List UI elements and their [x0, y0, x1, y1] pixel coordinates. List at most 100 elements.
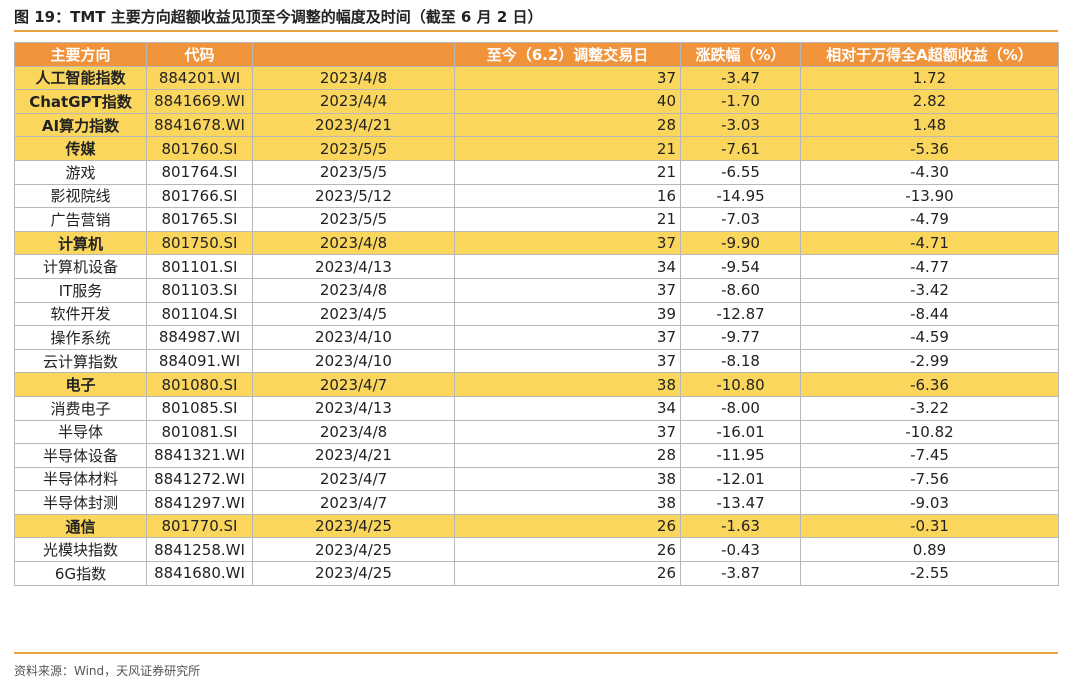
data-table: 主要方向 代码 至今（6.2）调整交易日 涨跌幅（%） 相对于万得全A超额收益（… [14, 42, 1059, 586]
cell-date: 2023/4/7 [253, 491, 455, 515]
cell-change: -16.01 [681, 420, 801, 444]
cell-trading-days: 34 [455, 255, 681, 279]
header-date [253, 43, 455, 67]
cell-change: -3.47 [681, 66, 801, 90]
cell-code: 801080.SI [147, 373, 253, 397]
cell-change: -7.61 [681, 137, 801, 161]
cell-direction: 软件开发 [15, 302, 147, 326]
table-body: 人工智能指数 884201.WI 2023/4/8 37 -3.47 1.72 ChatGP… [15, 66, 1059, 585]
cell-direction: 人工智能指数 [15, 66, 147, 90]
cell-trading-days: 16 [455, 184, 681, 208]
cell-change: -12.87 [681, 302, 801, 326]
cell-direction: 计算机 [15, 231, 147, 255]
cell-date: 2023/5/5 [253, 137, 455, 161]
cell-code: 801085.SI [147, 396, 253, 420]
cell-change: -0.43 [681, 538, 801, 562]
cell-code: 801103.SI [147, 278, 253, 302]
cell-code: 801766.SI [147, 184, 253, 208]
cell-excess-return: -6.36 [801, 373, 1059, 397]
cell-excess-return: -5.36 [801, 137, 1059, 161]
cell-trading-days: 39 [455, 302, 681, 326]
cell-code: 884987.WI [147, 326, 253, 350]
cell-change: -3.03 [681, 113, 801, 137]
cell-change: -11.95 [681, 444, 801, 468]
cell-trading-days: 28 [455, 444, 681, 468]
cell-date: 2023/4/13 [253, 396, 455, 420]
cell-direction: 6G指数 [15, 562, 147, 586]
cell-code: 801770.SI [147, 514, 253, 538]
cell-change: -9.77 [681, 326, 801, 350]
cell-code: 801750.SI [147, 231, 253, 255]
cell-excess-return: -3.42 [801, 278, 1059, 302]
cell-excess-return: -7.56 [801, 467, 1059, 491]
cell-date: 2023/4/25 [253, 538, 455, 562]
table-row: 软件开发 801104.SI 2023/4/5 39 -12.87 -8.44 [15, 302, 1059, 326]
table-row: IT服务 801103.SI 2023/4/8 37 -8.60 -3.42 [15, 278, 1059, 302]
table-row: 操作系统 884987.WI 2023/4/10 37 -9.77 -4.59 [15, 326, 1059, 350]
cell-direction: 半导体设备 [15, 444, 147, 468]
cell-code: 801101.SI [147, 255, 253, 279]
cell-direction: 半导体 [15, 420, 147, 444]
cell-direction: 云计算指数 [15, 349, 147, 373]
cell-excess-return: -2.55 [801, 562, 1059, 586]
cell-date: 2023/4/8 [253, 278, 455, 302]
table-row: 广告营销 801765.SI 2023/5/5 21 -7.03 -4.79 [15, 208, 1059, 232]
table-header-row: 主要方向 代码 至今（6.2）调整交易日 涨跌幅（%） 相对于万得全A超额收益（… [15, 43, 1059, 67]
table-row: 半导体材料 8841272.WI 2023/4/7 38 -12.01 -7.56 [15, 467, 1059, 491]
cell-date: 2023/4/25 [253, 562, 455, 586]
cell-change: -6.55 [681, 160, 801, 184]
table-row: 传媒 801760.SI 2023/5/5 21 -7.61 -5.36 [15, 137, 1059, 161]
cell-code: 8841680.WI [147, 562, 253, 586]
cell-excess-return: -4.79 [801, 208, 1059, 232]
cell-trading-days: 37 [455, 326, 681, 350]
cell-trading-days: 37 [455, 66, 681, 90]
bottom-rule [14, 652, 1058, 654]
cell-code: 801104.SI [147, 302, 253, 326]
cell-code: 801764.SI [147, 160, 253, 184]
cell-date: 2023/5/12 [253, 184, 455, 208]
cell-excess-return: -7.45 [801, 444, 1059, 468]
table-row: AI算力指数 8841678.WI 2023/4/21 28 -3.03 1.48 [15, 113, 1059, 137]
table-row: 游戏 801764.SI 2023/5/5 21 -6.55 -4.30 [15, 160, 1059, 184]
cell-excess-return: -4.59 [801, 326, 1059, 350]
cell-excess-return: -13.90 [801, 184, 1059, 208]
cell-direction: 电子 [15, 373, 147, 397]
cell-change: -8.18 [681, 349, 801, 373]
cell-trading-days: 37 [455, 231, 681, 255]
table-row: 计算机设备 801101.SI 2023/4/13 34 -9.54 -4.77 [15, 255, 1059, 279]
header-change: 涨跌幅（%） [681, 43, 801, 67]
cell-change: -1.63 [681, 514, 801, 538]
cell-direction: 半导体封测 [15, 491, 147, 515]
table-row: 人工智能指数 884201.WI 2023/4/8 37 -3.47 1.72 [15, 66, 1059, 90]
header-excess-return: 相对于万得全A超额收益（%） [801, 43, 1059, 67]
cell-excess-return: 0.89 [801, 538, 1059, 562]
figure-title: 图 19：TMT 主要方向超额收益见顶至今调整的幅度及时间（截至 6 月 2 日… [14, 6, 542, 27]
cell-trading-days: 21 [455, 137, 681, 161]
cell-date: 2023/4/7 [253, 373, 455, 397]
cell-date: 2023/4/10 [253, 349, 455, 373]
cell-trading-days: 37 [455, 278, 681, 302]
cell-date: 2023/5/5 [253, 160, 455, 184]
cell-date: 2023/4/10 [253, 326, 455, 350]
cell-excess-return: -4.71 [801, 231, 1059, 255]
cell-code: 884091.WI [147, 349, 253, 373]
cell-code: 801081.SI [147, 420, 253, 444]
cell-trading-days: 26 [455, 514, 681, 538]
cell-change: -8.60 [681, 278, 801, 302]
cell-excess-return: 2.82 [801, 90, 1059, 114]
cell-trading-days: 21 [455, 160, 681, 184]
table-row: 消费电子 801085.SI 2023/4/13 34 -8.00 -3.22 [15, 396, 1059, 420]
cell-direction: AI算力指数 [15, 113, 147, 137]
cell-trading-days: 40 [455, 90, 681, 114]
cell-date: 2023/4/25 [253, 514, 455, 538]
cell-code: 801760.SI [147, 137, 253, 161]
cell-trading-days: 38 [455, 373, 681, 397]
cell-change: -13.47 [681, 491, 801, 515]
source-note: 资料来源：Wind，天风证券研究所 [14, 662, 200, 679]
cell-code: 8841678.WI [147, 113, 253, 137]
cell-trading-days: 38 [455, 467, 681, 491]
cell-direction: 广告营销 [15, 208, 147, 232]
table-row: 电子 801080.SI 2023/4/7 38 -10.80 -6.36 [15, 373, 1059, 397]
cell-direction: 半导体材料 [15, 467, 147, 491]
cell-trading-days: 37 [455, 420, 681, 444]
